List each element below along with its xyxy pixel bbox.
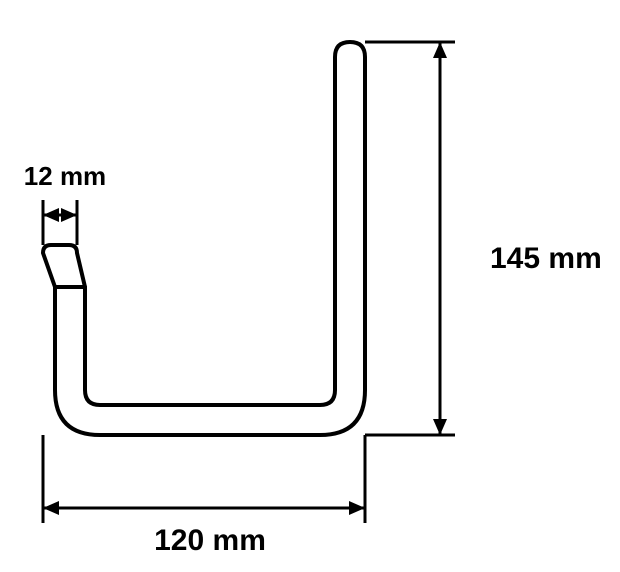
hook-body <box>55 42 365 435</box>
arrow-head <box>43 208 59 222</box>
hook-tip <box>43 245 85 287</box>
dim-label: 120 mm <box>154 524 266 557</box>
arrow-head <box>349 501 365 515</box>
arrow-head <box>43 501 59 515</box>
dim-label: 12 mm <box>24 161 106 191</box>
dim-label: 145 mm <box>490 242 602 275</box>
dimension-drawing: 12 mm 145 mm 120 mm <box>0 0 620 572</box>
arrow-head <box>61 208 77 222</box>
arrow-head <box>433 42 447 58</box>
arrow-head <box>433 419 447 435</box>
